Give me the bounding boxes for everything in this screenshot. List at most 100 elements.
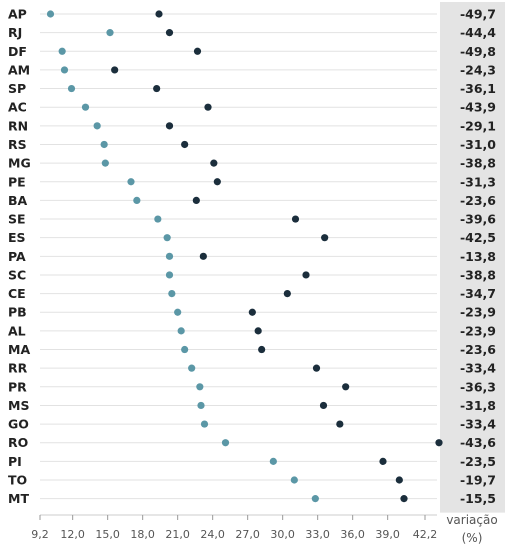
series2-dot (379, 457, 387, 465)
series1-dot (100, 140, 108, 149)
variation-value: -13,8 (460, 249, 496, 264)
variation-value: -23,6 (460, 193, 496, 208)
variation-value: -36,1 (460, 81, 496, 96)
x-tick-label: 36,0 (340, 528, 365, 541)
series1-dot (60, 66, 69, 74)
state-label: PI (8, 454, 22, 469)
variation-value: -23,9 (460, 305, 496, 320)
x-tick-label: 21,0 (165, 528, 190, 541)
state-label: RN (8, 118, 28, 133)
series1-dot (197, 401, 205, 410)
state-label: RR (8, 361, 28, 376)
variation-value: -33,4 (460, 361, 496, 376)
series2-dot (210, 159, 218, 167)
variation-value: -38,8 (460, 267, 496, 282)
series1-dot (196, 383, 204, 391)
state-label: PB (8, 305, 27, 320)
series2-dot (181, 140, 189, 149)
state-label: SC (8, 267, 26, 282)
series2-dot (258, 345, 266, 354)
variation-value: -49,7 (460, 7, 496, 22)
variation-value: -34,7 (460, 286, 496, 301)
series2-dot (302, 271, 310, 279)
state-label: CE (8, 286, 26, 301)
series2-dot (319, 401, 328, 410)
series2-dot (155, 10, 163, 18)
series1-dot (269, 457, 277, 465)
x-tick-label: 39,0 (375, 528, 400, 541)
series2-dot (153, 84, 161, 93)
series1-dot (181, 345, 189, 354)
series2-dot (291, 215, 300, 223)
variation-value: -49,8 (460, 44, 496, 59)
series2-dot (400, 495, 408, 503)
series2-dot (312, 364, 321, 372)
series2-dot (248, 308, 256, 316)
state-label: RS (8, 137, 27, 152)
x-tick-label: 24,0 (200, 528, 225, 541)
series1-dot (177, 327, 185, 335)
variation-value: -43,9 (460, 100, 496, 115)
state-label: MG (8, 156, 31, 171)
x-tick-label: 12,0 (60, 528, 85, 541)
series1-dot (200, 420, 209, 428)
series2-dot (193, 47, 202, 55)
variation-value: -33,4 (460, 417, 496, 432)
state-label: SE (8, 212, 26, 227)
variation-value: -23,5 (460, 454, 496, 469)
series1-dot (81, 103, 90, 111)
series2-dot (111, 66, 119, 74)
variation-value: -29,1 (460, 118, 496, 133)
series2-dot (165, 122, 174, 130)
variation-value: -23,9 (460, 323, 496, 338)
variation-value: -31,0 (460, 137, 496, 152)
state-label: PA (8, 249, 26, 264)
state-label: TO (8, 473, 27, 488)
state-label: PR (8, 379, 27, 394)
series2-dot (395, 476, 403, 484)
variation-value: -42,5 (460, 230, 496, 245)
series1-dot (101, 159, 109, 167)
series2-dot (254, 327, 262, 335)
state-label: AM (8, 62, 30, 77)
x-tick-label: 42,2 (413, 528, 438, 541)
state-label: RJ (8, 25, 22, 40)
series1-dot (174, 308, 182, 316)
series1-dot (127, 178, 135, 186)
variation-value: -39,6 (460, 212, 496, 227)
state-label: MA (8, 342, 30, 357)
state-label: RO (8, 435, 28, 450)
x-tick-label: 33,0 (305, 528, 330, 541)
state-label: ES (8, 230, 26, 245)
series1-dot (163, 234, 171, 242)
series2-dot (342, 383, 350, 391)
state-label: DF (8, 44, 27, 59)
variation-value: -23,6 (460, 342, 496, 357)
series1-dot (58, 47, 66, 55)
series1-dot (93, 122, 101, 130)
variation-value: -31,3 (460, 174, 496, 189)
series2-dot (199, 252, 207, 260)
series1-dot (67, 84, 76, 93)
x-tick-label: 30,0 (270, 528, 295, 541)
state-label: MS (8, 398, 29, 413)
series2-dot (192, 196, 200, 204)
variation-column-title-line2: (%) (462, 531, 483, 545)
variation-value: -44,4 (460, 25, 496, 40)
variation-value: -15,5 (460, 491, 496, 506)
state-label: BA (8, 193, 28, 208)
series1-dot (165, 252, 174, 260)
series1-dot (133, 196, 141, 204)
series1-dot (221, 439, 230, 447)
series2-dot (435, 439, 443, 447)
state-label: AL (8, 323, 26, 338)
series2-dot (204, 103, 212, 111)
series2-dot (213, 178, 221, 186)
state-label: AP (8, 7, 27, 22)
x-tick-label: 18,0 (130, 528, 155, 541)
series1-dot (311, 495, 319, 503)
variation-value: -36,3 (460, 379, 496, 394)
variation-value: -31,8 (460, 398, 496, 413)
series1-dot (290, 476, 298, 484)
